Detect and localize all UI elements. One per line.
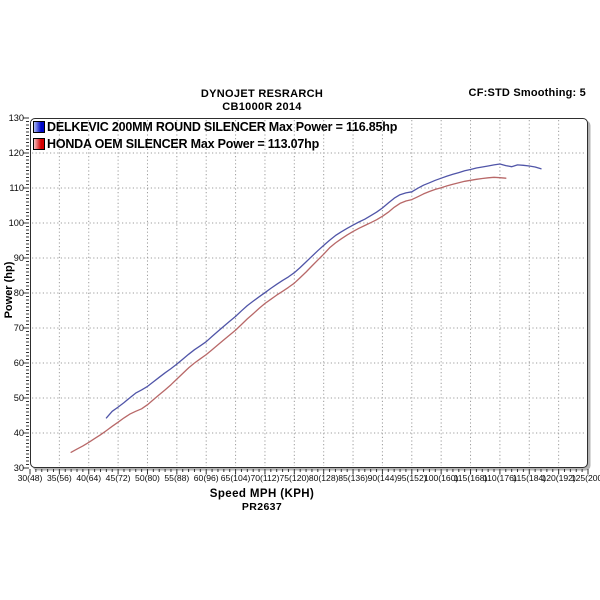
x-tick-label: 110(176) [483, 473, 517, 483]
run-id-label: PR2637 [241, 501, 283, 513]
y-axis-title: Power (hp) [3, 261, 15, 319]
x-tick-label: 115(184) [512, 473, 546, 483]
x-tick-label: 70(112) [250, 473, 279, 483]
plot-area [30, 118, 588, 468]
x-tick-label: 55(88) [164, 473, 189, 483]
chart-title: DYNOJET RESRARCH [200, 88, 324, 100]
x-tick-label: 40(64) [76, 473, 101, 483]
legend-label-honda: HONDA OEM SILENCER Max Power = 113.07hp [47, 137, 320, 151]
x-tick-label: 35(56) [47, 473, 72, 483]
smoothing-setting-label: CF:STD Smoothing: 5 [468, 87, 586, 99]
y-tick-label: 60 [14, 358, 24, 368]
legend-swatch-honda-icon [33, 138, 45, 150]
x-tick-label: 115(168) [454, 473, 488, 483]
y-tick-label: 40 [14, 428, 24, 438]
x-tick-label: 100(160) [424, 473, 459, 483]
legend-item-delkevic: DELKEVIC 200MM ROUND SILENCER Max Power … [33, 120, 397, 134]
legend-swatch-delkevic-icon [33, 121, 45, 133]
chart-subtitle: CB1000R 2014 [222, 101, 302, 113]
y-tick-label: 130 [9, 113, 24, 123]
y-tick-label: 50 [14, 393, 24, 403]
x-tick-label: 75(120) [280, 473, 310, 483]
x-tick-label: 90(144) [368, 473, 398, 483]
y-tick-label: 30 [14, 463, 24, 473]
x-tick-label: 125(200) [571, 473, 600, 483]
x-tick-label: 65(104) [221, 473, 251, 483]
legend-item-honda: HONDA OEM SILENCER Max Power = 113.07hp [33, 137, 319, 151]
legend-label-delkevic: DELKEVIC 200MM ROUND SILENCER Max Power … [47, 120, 398, 134]
x-tick-label: 95(152) [397, 473, 427, 483]
x-tick-label: 60(96) [194, 473, 219, 483]
y-tick-label: 100 [9, 218, 24, 228]
x-tick-label: 120(192) [541, 473, 576, 483]
x-tick-label: 80(128) [309, 473, 339, 483]
x-tick-label: 50(80) [135, 473, 160, 483]
x-tick-label: 45(72) [106, 473, 131, 483]
x-axis-title: Speed MPH (KPH) [209, 488, 315, 500]
y-tick-label: 110 [9, 183, 24, 193]
x-tick-label: 85(136) [338, 473, 368, 483]
x-tick-label: 30(48) [18, 473, 43, 483]
y-tick-label: 120 [9, 148, 24, 158]
